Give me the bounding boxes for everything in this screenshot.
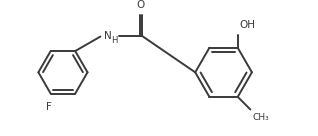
Text: H: H	[111, 35, 118, 44]
Text: O: O	[137, 0, 145, 10]
Text: OH: OH	[239, 20, 255, 30]
Text: N: N	[104, 31, 111, 41]
Text: F: F	[46, 102, 52, 112]
Text: CH₃: CH₃	[253, 113, 270, 122]
